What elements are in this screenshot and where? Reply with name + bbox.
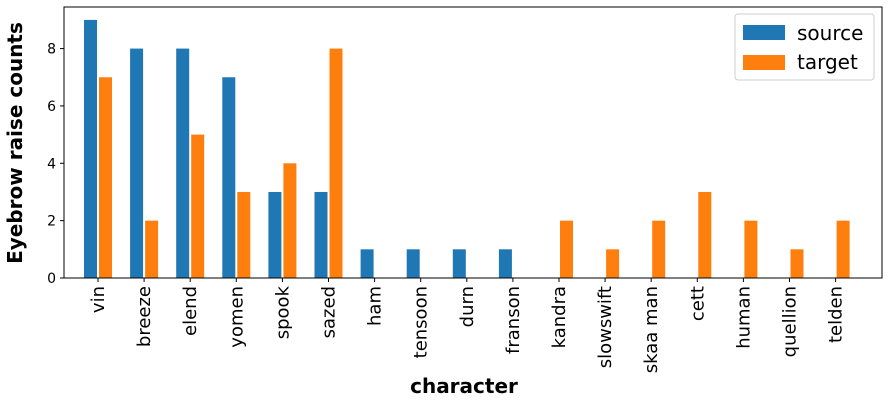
x-tick-label: ham: [365, 286, 386, 326]
bar-target-slowswift: [606, 249, 620, 278]
bar-source-breeze: [130, 48, 144, 278]
bar-target-breeze: [145, 220, 159, 278]
x-tick-label: kandra: [549, 286, 570, 348]
bar-target-spook: [283, 163, 297, 278]
x-tick-label: breeze: [134, 286, 155, 347]
x-axis-title: character: [410, 374, 518, 398]
x-tick-label: tensoon: [411, 286, 432, 358]
x-axis-ticks: vin breeze elend yomen spook sazed ham tensoon d…: [88, 278, 847, 373]
bar-target-cett: [698, 191, 712, 278]
x-tick-label: human: [733, 286, 754, 349]
bar-target-sazed: [329, 48, 343, 278]
y-axis-ticks: 0 2 4 6 8: [47, 42, 64, 287]
bar-target-skaa-man: [652, 220, 666, 278]
bar-target-kandra: [560, 220, 573, 278]
bar-source-vin: [84, 19, 97, 279]
y-axis-title: Eyebrow raise counts: [3, 22, 27, 264]
plot-frame: [63, 6, 883, 279]
x-tick-label: slowswift: [595, 286, 616, 368]
legend-swatch-source: [743, 25, 785, 40]
x-tick-label: quellion: [780, 286, 801, 357]
bar-target-quellion: [790, 249, 804, 278]
bar-target-vin: [99, 77, 112, 278]
bars-layer: [84, 19, 850, 279]
bar-source-sazed: [314, 191, 328, 278]
legend-label-source: source: [797, 21, 863, 45]
y-tick-label: 0: [47, 271, 56, 287]
x-tick-label: elend: [180, 286, 201, 336]
legend: source target: [734, 13, 875, 81]
y-tick-label: 6: [47, 99, 56, 115]
legend-swatch-target: [743, 55, 785, 70]
x-tick-label: durn: [457, 286, 478, 327]
legend-label-target: target: [797, 50, 858, 74]
bar-target-telden: [836, 220, 850, 278]
bar-target-human: [744, 220, 758, 278]
x-tick-label: yomen: [226, 286, 247, 348]
x-tick-label: sazed: [319, 286, 340, 338]
bar-source-durn: [452, 249, 466, 278]
bar-source-elend: [176, 48, 190, 278]
y-tick-label: 4: [47, 156, 56, 172]
y-tick-label: 8: [47, 42, 56, 58]
bar-target-yomen: [237, 191, 251, 278]
bar-source-yomen: [222, 77, 236, 278]
x-tick-label: franson: [503, 286, 524, 354]
bar-source-ham: [360, 249, 374, 278]
bar-target-elend: [191, 134, 205, 278]
y-tick-label: 2: [47, 214, 56, 230]
x-tick-label: telden: [826, 286, 847, 343]
x-tick-label: vin: [88, 286, 109, 313]
bar-source-franson: [498, 249, 512, 278]
bar-source-tensoon: [406, 249, 420, 278]
x-tick-label: cett: [687, 286, 708, 321]
x-tick-label: spook: [272, 285, 293, 339]
bar-source-spook: [268, 191, 282, 278]
x-tick-label: skaa man: [641, 286, 662, 373]
